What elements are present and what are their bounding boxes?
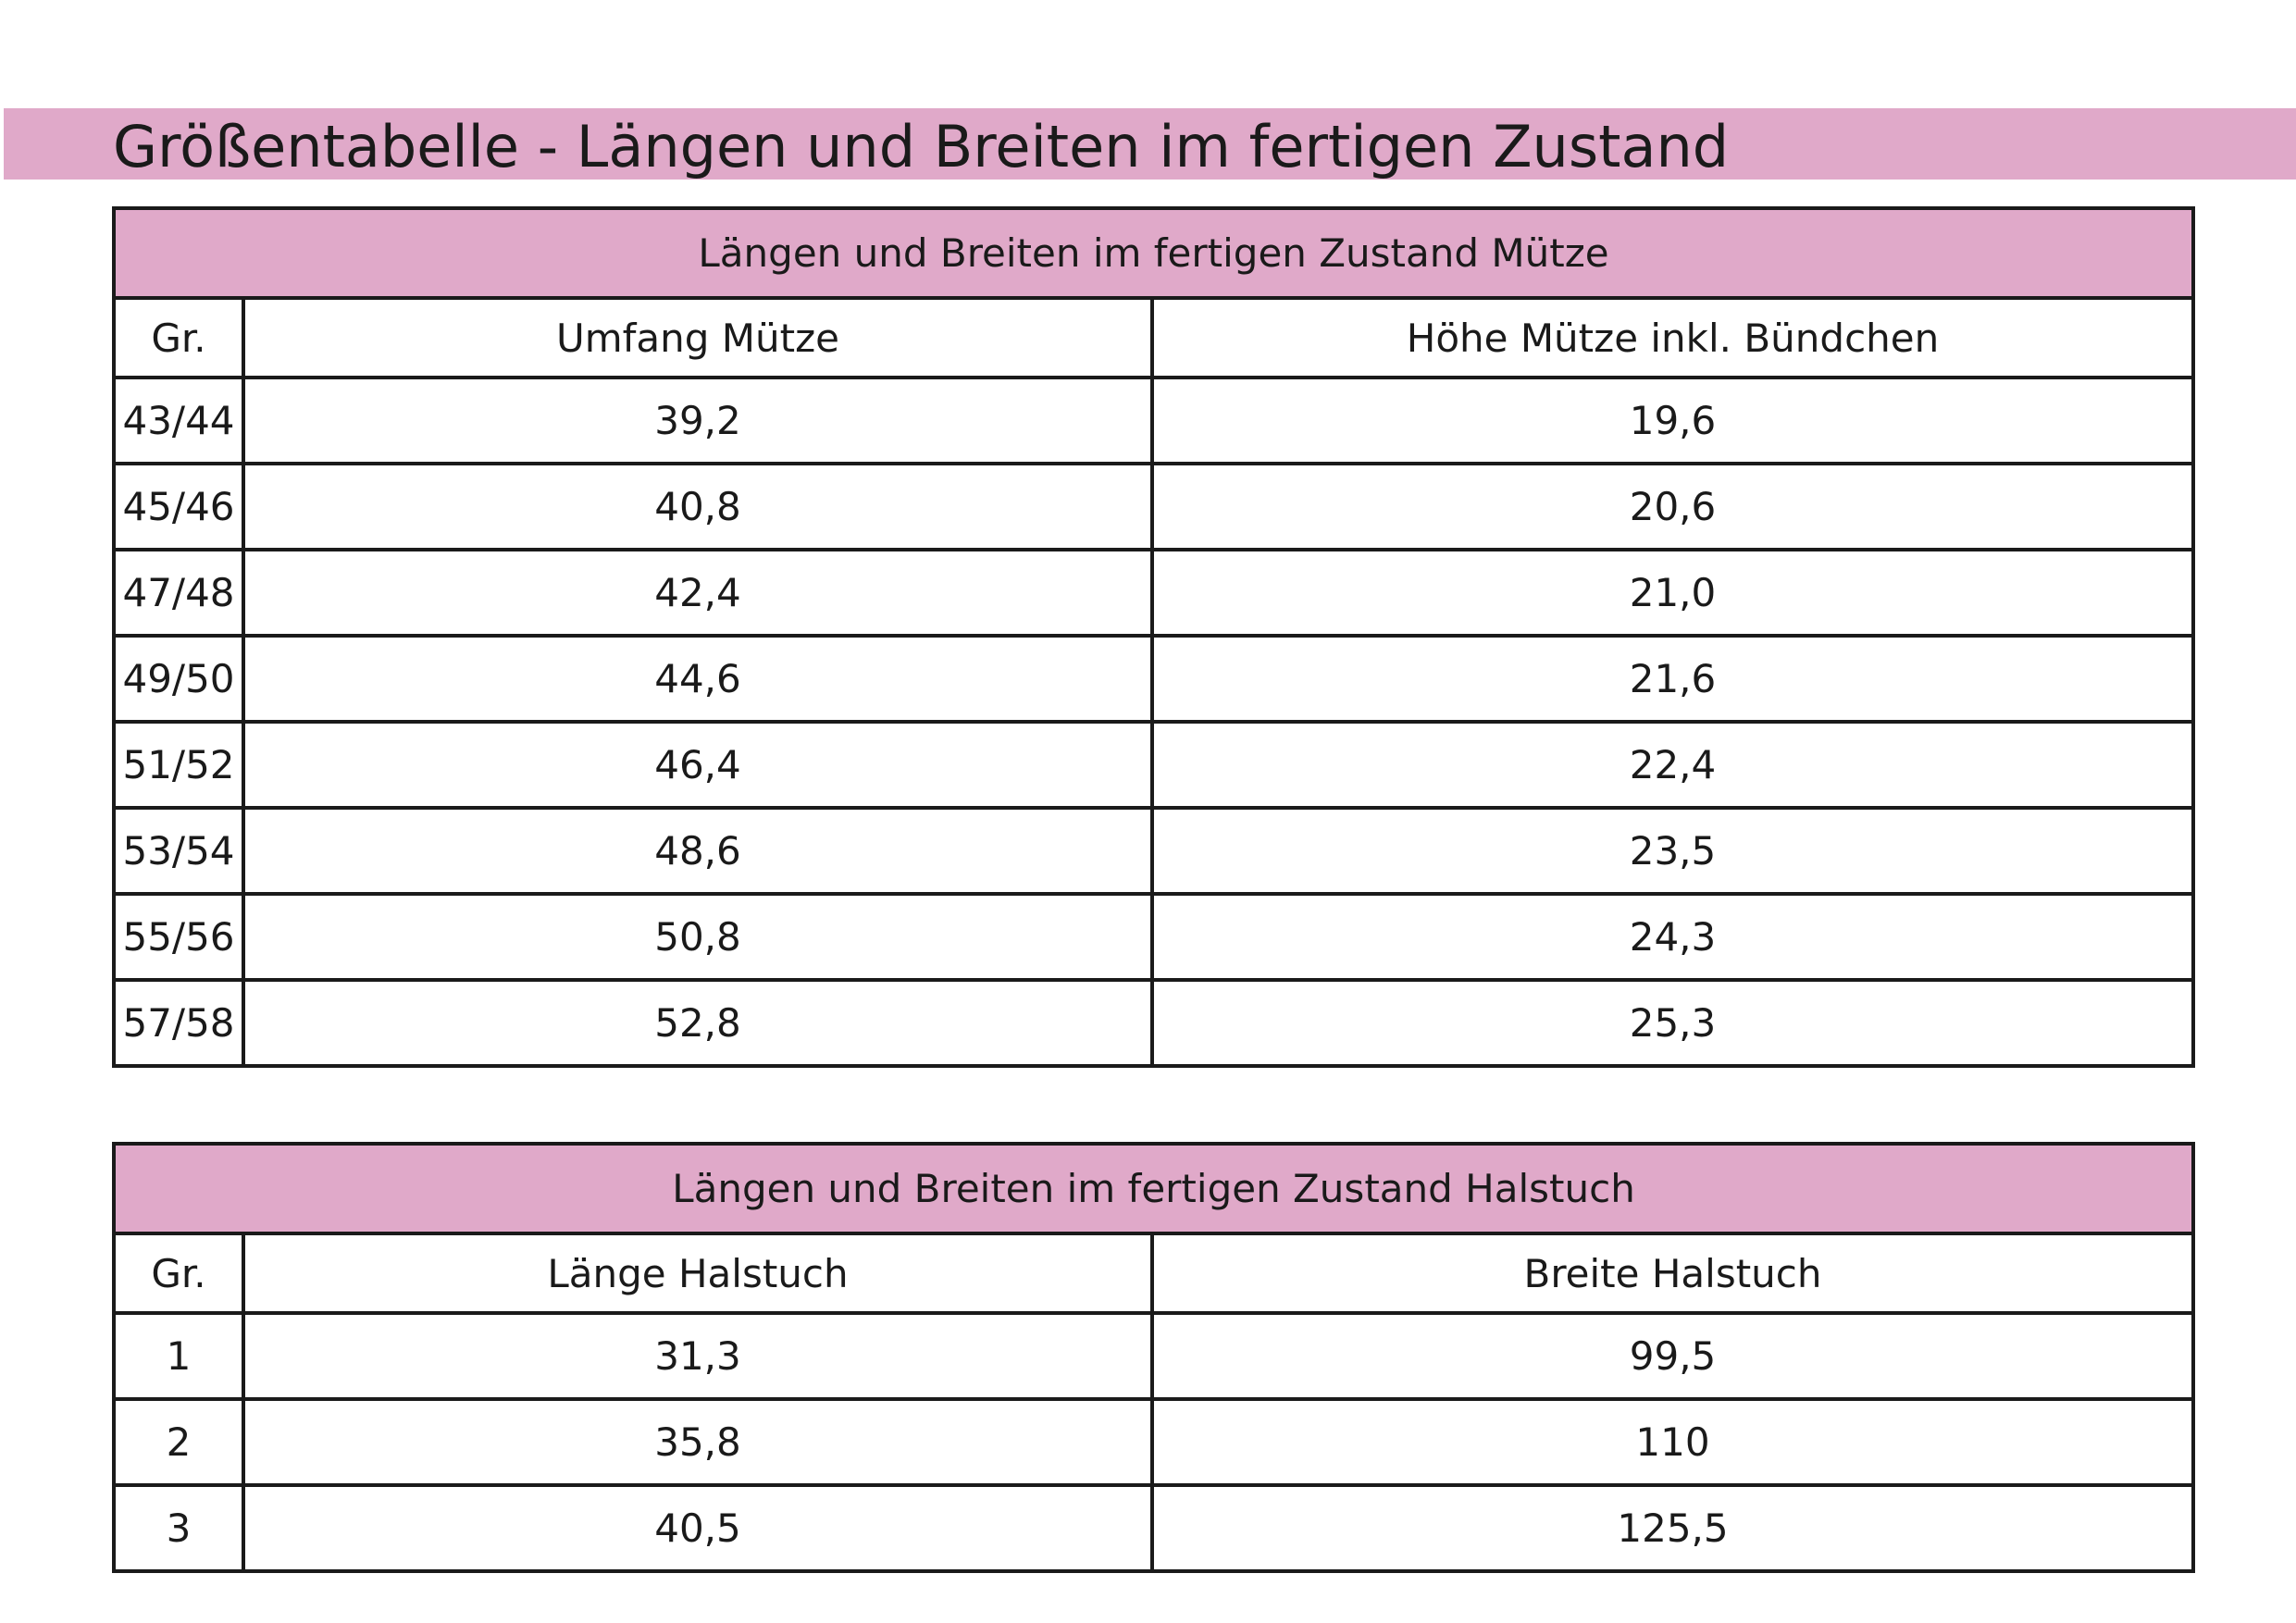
size-cell: 47/48 <box>112 548 245 638</box>
column-header-size: Gr. <box>112 296 245 379</box>
size-table-halstuch: Längen und Breiten im fertigen Zustand H… <box>111 1142 2196 1573</box>
value-cell: 46,4 <box>242 720 1154 810</box>
value-cell: 40,8 <box>242 462 1154 551</box>
size-cell: 51/52 <box>112 720 245 810</box>
value-cell: 25,3 <box>1150 978 2195 1068</box>
title-band <box>4 108 2296 180</box>
size-cell: 49/50 <box>112 634 245 724</box>
size-cell: 57/58 <box>112 978 245 1068</box>
table-row: 53/54 48,6 23,5 <box>112 806 2195 896</box>
table-row: 43/44 39,2 19,6 <box>112 376 2195 465</box>
value-cell: 31,3 <box>242 1311 1154 1401</box>
table-caption: Längen und Breiten im fertigen Zustand M… <box>112 206 2195 300</box>
value-cell: 110 <box>1149 1397 2196 1487</box>
size-cell: 53/54 <box>112 806 245 896</box>
table-row: 55/56 50,8 24,3 <box>112 892 2195 982</box>
value-cell: 44,6 <box>242 634 1154 724</box>
value-cell: 125,5 <box>1149 1483 2196 1573</box>
value-cell: 50,8 <box>242 892 1154 982</box>
size-cell: 3 <box>112 1483 245 1573</box>
size-cell: 1 <box>112 1311 245 1401</box>
size-cell: 45/46 <box>112 462 245 551</box>
value-cell: 39,2 <box>242 376 1154 465</box>
column-header-circumference: Umfang Mütze <box>242 296 1154 379</box>
table-row: 51/52 46,4 22,4 <box>112 720 2195 810</box>
value-cell: 52,8 <box>242 978 1154 1068</box>
column-header-length: Länge Halstuch <box>242 1232 1154 1315</box>
column-header-height: Höhe Mütze inkl. Bündchen <box>1150 296 2195 379</box>
column-header-width: Breite Halstuch <box>1149 1232 2196 1315</box>
value-cell: 22,4 <box>1150 720 2195 810</box>
table-row: 49/50 44,6 21,6 <box>112 634 2195 724</box>
size-cell: 55/56 <box>112 892 245 982</box>
page-title: Größentabelle - Längen und Breiten im fe… <box>113 113 1730 180</box>
value-cell: 19,6 <box>1150 376 2195 465</box>
table-header-row: Gr. Länge Halstuch Breite Halstuch <box>112 1232 2196 1315</box>
size-table-muetze: Längen und Breiten im fertigen Zustand M… <box>112 206 2195 1068</box>
table-row: 2 35,8 110 <box>112 1397 2196 1487</box>
value-cell: 35,8 <box>242 1397 1154 1487</box>
table-row: 3 40,5 125,5 <box>112 1483 2196 1573</box>
value-cell: 21,6 <box>1150 634 2195 724</box>
table-row: 57/58 52,8 25,3 <box>112 978 2195 1068</box>
table-caption: Längen und Breiten im fertigen Zustand H… <box>111 1142 2196 1235</box>
size-cell: 2 <box>112 1397 245 1487</box>
value-cell: 99,5 <box>1149 1311 2196 1401</box>
column-header-size: Gr. <box>112 1232 245 1315</box>
value-cell: 20,6 <box>1150 462 2195 551</box>
value-cell: 21,0 <box>1150 548 2195 638</box>
table-row: 45/46 40,8 20,6 <box>112 462 2195 551</box>
table-header-row: Gr. Umfang Mütze Höhe Mütze inkl. Bündch… <box>112 296 2195 379</box>
table-row: 47/48 42,4 21,0 <box>112 548 2195 638</box>
value-cell: 40,5 <box>242 1483 1154 1573</box>
table-caption-row: Längen und Breiten im fertigen Zustand H… <box>111 1142 2196 1235</box>
value-cell: 48,6 <box>242 806 1154 896</box>
table-caption-row: Längen und Breiten im fertigen Zustand M… <box>112 206 2195 300</box>
value-cell: 23,5 <box>1150 806 2195 896</box>
size-cell: 43/44 <box>112 376 245 465</box>
table-row: 1 31,3 99,5 <box>112 1311 2196 1401</box>
value-cell: 24,3 <box>1150 892 2195 982</box>
value-cell: 42,4 <box>242 548 1154 638</box>
